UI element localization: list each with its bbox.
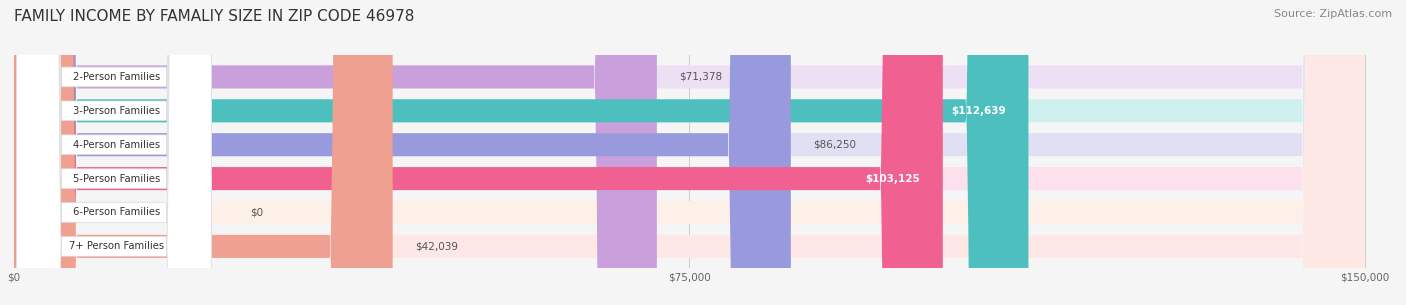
Text: 4-Person Families: 4-Person Families — [73, 140, 160, 150]
FancyBboxPatch shape — [14, 0, 392, 305]
FancyBboxPatch shape — [14, 0, 1028, 305]
Text: Source: ZipAtlas.com: Source: ZipAtlas.com — [1274, 9, 1392, 19]
FancyBboxPatch shape — [17, 0, 211, 305]
Text: $86,250: $86,250 — [813, 140, 856, 150]
FancyBboxPatch shape — [14, 0, 943, 305]
Text: 2-Person Families: 2-Person Families — [73, 72, 160, 82]
FancyBboxPatch shape — [14, 0, 1365, 305]
FancyBboxPatch shape — [14, 0, 1365, 305]
Text: 3-Person Families: 3-Person Families — [73, 106, 160, 116]
Text: $0: $0 — [250, 207, 263, 217]
FancyBboxPatch shape — [14, 0, 1365, 305]
FancyBboxPatch shape — [14, 0, 1365, 305]
FancyBboxPatch shape — [17, 0, 211, 305]
Text: $103,125: $103,125 — [866, 174, 921, 184]
Text: $71,378: $71,378 — [679, 72, 723, 82]
FancyBboxPatch shape — [14, 0, 790, 305]
Text: 7+ Person Families: 7+ Person Families — [69, 241, 165, 251]
Text: FAMILY INCOME BY FAMALIY SIZE IN ZIP CODE 46978: FAMILY INCOME BY FAMALIY SIZE IN ZIP COD… — [14, 9, 415, 24]
Text: $112,639: $112,639 — [952, 106, 1005, 116]
Text: $42,039: $42,039 — [415, 241, 458, 251]
FancyBboxPatch shape — [17, 0, 211, 305]
Text: 5-Person Families: 5-Person Families — [73, 174, 160, 184]
FancyBboxPatch shape — [14, 0, 1365, 305]
FancyBboxPatch shape — [14, 0, 1365, 305]
Text: 6-Person Families: 6-Person Families — [73, 207, 160, 217]
FancyBboxPatch shape — [17, 0, 211, 305]
FancyBboxPatch shape — [17, 0, 211, 305]
FancyBboxPatch shape — [17, 0, 211, 305]
FancyBboxPatch shape — [14, 0, 657, 305]
